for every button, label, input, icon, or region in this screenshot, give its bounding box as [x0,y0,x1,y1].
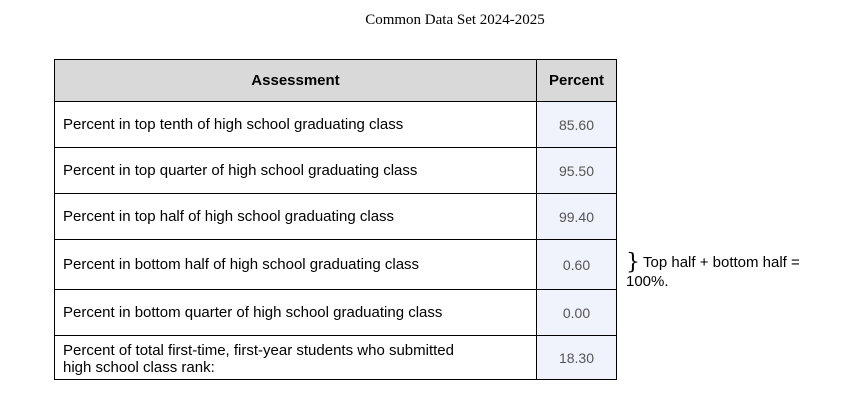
table-row: Percent in top quarter of high school gr… [54,147,617,194]
assessment-cell: Percent in top half of high school gradu… [54,193,537,240]
percent-cell: 85.60 [536,101,617,148]
assessment-cell: Percent in top tenth of high school grad… [54,101,537,148]
table-row: Percent in bottom quarter of high school… [54,289,617,336]
right-brace-icon: } [626,250,640,275]
class-rank-table: Assessment Percent Percent in top tenth … [54,59,617,380]
assessment-cell: Percent in bottom half of high school gr… [54,239,537,290]
percent-cell: 99.40 [536,193,617,240]
assessment-text-line2: high school class rank: [63,358,215,376]
assessment-text-line1: Percent of total first-time, first-year … [63,341,454,359]
table-row: Percent in top half of high school gradu… [54,193,617,240]
column-header-assessment: Assessment [54,59,537,102]
side-note-text: Top half + bottom half = 100%. [626,254,800,290]
side-note: } Top half + bottom half = 100%. [626,250,826,291]
percent-cell: 95.50 [536,147,617,194]
assessment-cell: Percent in bottom quarter of high school… [54,289,537,336]
table-row: Percent in top tenth of high school grad… [54,101,617,148]
assessment-cell: Percent of total first-time, first-year … [54,335,537,380]
assessment-text: Percent of total first-time, first-year … [63,340,536,376]
percent-cell: 18.30 [536,335,617,380]
document-header: Common Data Set 2024-2025 [365,12,545,28]
percent-cell: 0.60 [536,239,617,290]
percent-cell: 0.00 [536,289,617,336]
table-row: Percent in bottom half of high school gr… [54,239,617,290]
assessment-cell: Percent in top quarter of high school gr… [54,147,537,194]
column-header-percent: Percent [536,59,617,102]
table-row: Percent of total first-time, first-year … [54,335,617,380]
table-header-row: Assessment Percent [54,59,617,102]
